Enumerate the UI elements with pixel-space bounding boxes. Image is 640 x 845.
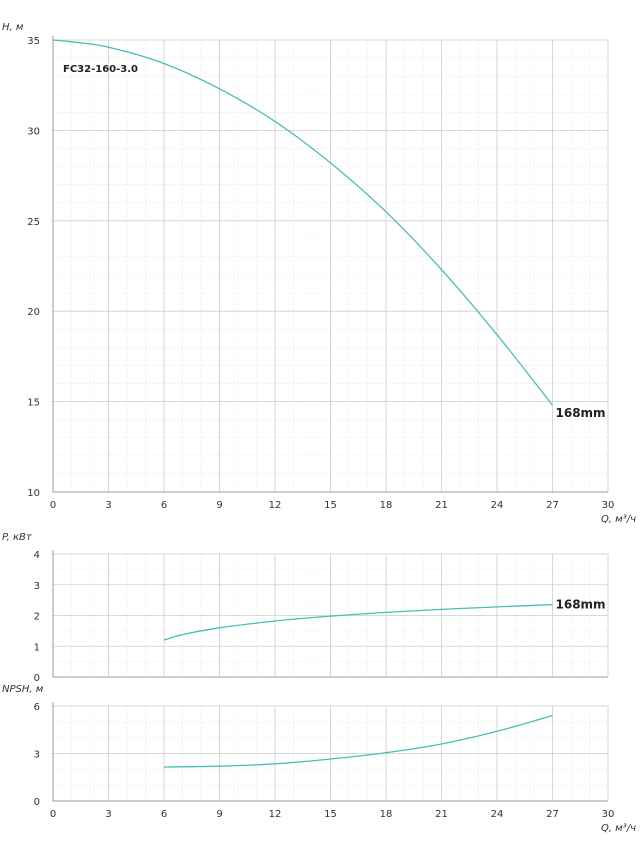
power-curve bbox=[163, 604, 553, 641]
y-tick-label: 2 bbox=[34, 612, 40, 623]
x-tick-label: 18 bbox=[380, 809, 393, 820]
x-tick-label: 9 bbox=[216, 809, 222, 820]
y-tick-label: 30 bbox=[27, 126, 40, 137]
model-label: FC32-160-3.0 bbox=[63, 64, 138, 75]
y-tick-label: 3 bbox=[34, 581, 40, 592]
x-tick-label: 15 bbox=[324, 809, 337, 820]
x-tick-label: 21 bbox=[435, 500, 448, 511]
y-tick-label: 0 bbox=[34, 797, 40, 808]
x-tick-label: 30 bbox=[602, 500, 615, 511]
y-tick-label: 25 bbox=[27, 217, 40, 228]
x-tick-label: 6 bbox=[161, 809, 167, 820]
y-tick-label: 0 bbox=[34, 673, 40, 684]
y-axis-title: P, кВт bbox=[2, 532, 33, 543]
x-tick-label: 3 bbox=[105, 809, 111, 820]
y-tick-label: 15 bbox=[27, 398, 40, 409]
y-tick-label: 1 bbox=[34, 642, 40, 653]
npsh-curve bbox=[163, 714, 553, 768]
y-tick-label: 20 bbox=[27, 307, 40, 318]
y-tick-label: 6 bbox=[34, 702, 40, 713]
x-tick-label: 21 bbox=[435, 809, 448, 820]
y-axis-title: H, м bbox=[2, 22, 24, 33]
y-tick-label: 10 bbox=[27, 488, 40, 499]
series-label: 168mm bbox=[556, 406, 606, 420]
x-axis-title: Q, м³/ч bbox=[601, 514, 636, 525]
x-tick-label: 9 bbox=[216, 500, 222, 511]
x-tick-label: 30 bbox=[602, 809, 615, 820]
x-tick-label: 12 bbox=[269, 809, 282, 820]
y-tick-label: 35 bbox=[27, 36, 40, 47]
y-tick-label: 3 bbox=[34, 750, 40, 761]
x-tick-label: 18 bbox=[380, 500, 393, 511]
head-curve bbox=[52, 39, 554, 406]
x-tick-label: 12 bbox=[269, 500, 282, 511]
x-tick-label: 0 bbox=[50, 500, 56, 511]
x-tick-label: 24 bbox=[491, 809, 504, 820]
y-axis-title: NPSH, м bbox=[2, 684, 44, 695]
x-tick-label: 6 bbox=[161, 500, 167, 511]
y-tick-label: 4 bbox=[34, 550, 40, 561]
x-tick-label: 24 bbox=[491, 500, 504, 511]
x-tick-label: 27 bbox=[546, 809, 559, 820]
x-axis-title: Q, м³/ч bbox=[601, 823, 636, 834]
x-tick-label: 0 bbox=[50, 809, 56, 820]
series-label: 168mm bbox=[556, 598, 606, 612]
x-tick-label: 3 bbox=[105, 500, 111, 511]
x-tick-label: 27 bbox=[546, 500, 559, 511]
x-tick-label: 15 bbox=[324, 500, 337, 511]
